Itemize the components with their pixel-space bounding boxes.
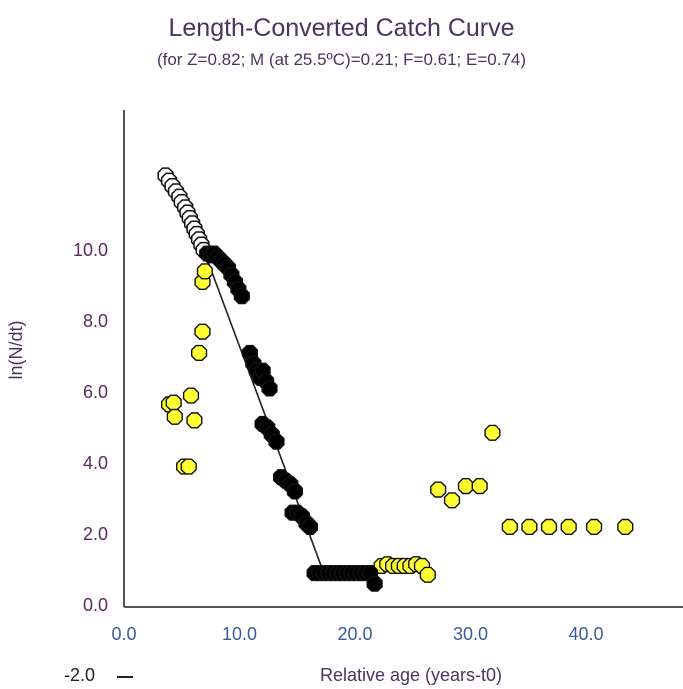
- data-point-yellow: [166, 408, 183, 425]
- data-point-yellow: [457, 478, 474, 495]
- x-tick-label: 40.0: [568, 624, 603, 644]
- data-point-yellow: [165, 394, 182, 411]
- data-point-yellow: [419, 566, 436, 583]
- axes: [123, 110, 683, 608]
- x-tick-label: 10.0: [222, 624, 257, 644]
- data-point-yellow: [180, 458, 197, 475]
- data-point-yellow: [194, 323, 211, 340]
- data-points: [157, 167, 634, 592]
- data-point-yellow: [484, 424, 501, 441]
- data-point-yellow: [586, 518, 603, 535]
- x-axis-label: Relative age (years-t0): [320, 665, 502, 685]
- data-point-black: [233, 288, 250, 305]
- data-point-yellow: [501, 518, 518, 535]
- x-tick-label: 20.0: [337, 624, 372, 644]
- data-point-yellow: [443, 492, 461, 509]
- y-tick-label: 8.0: [83, 311, 108, 331]
- data-point-black: [366, 575, 383, 592]
- data-point-yellow: [196, 263, 213, 280]
- y-tick-label: 6.0: [83, 382, 108, 402]
- tick-labels: 0.0 2.0 4.0 6.0 8.0 10.0 0.0 10.0 20.0 30.0 40.0: [73, 240, 604, 644]
- data-point-yellow: [430, 481, 447, 498]
- data-point-yellow: [190, 344, 208, 361]
- data-point-black: [268, 433, 285, 450]
- data-point-yellow: [540, 518, 558, 535]
- data-point-black: [286, 483, 303, 500]
- y-tick-label: 10.0: [73, 240, 108, 260]
- data-point-yellow: [182, 387, 200, 404]
- data-point-black: [301, 518, 318, 535]
- chart-subtitle: (for Z=0.82; M (at 25.5ºC)=0.21; F=0.61;…: [156, 50, 527, 69]
- data-point-yellow: [560, 518, 577, 535]
- y-tick-label: 2.0: [83, 524, 108, 544]
- data-point-yellow: [186, 412, 203, 429]
- x-tick-label: 0.0: [111, 624, 136, 644]
- y-tick-label: 4.0: [83, 453, 108, 473]
- x-tick-label: 30.0: [453, 624, 488, 644]
- chart-title: Length-Converted Catch Curve: [168, 14, 515, 42]
- data-point-yellow: [521, 518, 538, 535]
- data-point-yellow: [617, 518, 634, 535]
- y-tick-label: 0.0: [83, 595, 108, 615]
- data-point-black: [261, 380, 278, 397]
- y-extra-label: -2.0: [64, 665, 95, 685]
- data-point-yellow: [471, 478, 488, 495]
- y-axis-label: ln(N/dt): [6, 320, 26, 379]
